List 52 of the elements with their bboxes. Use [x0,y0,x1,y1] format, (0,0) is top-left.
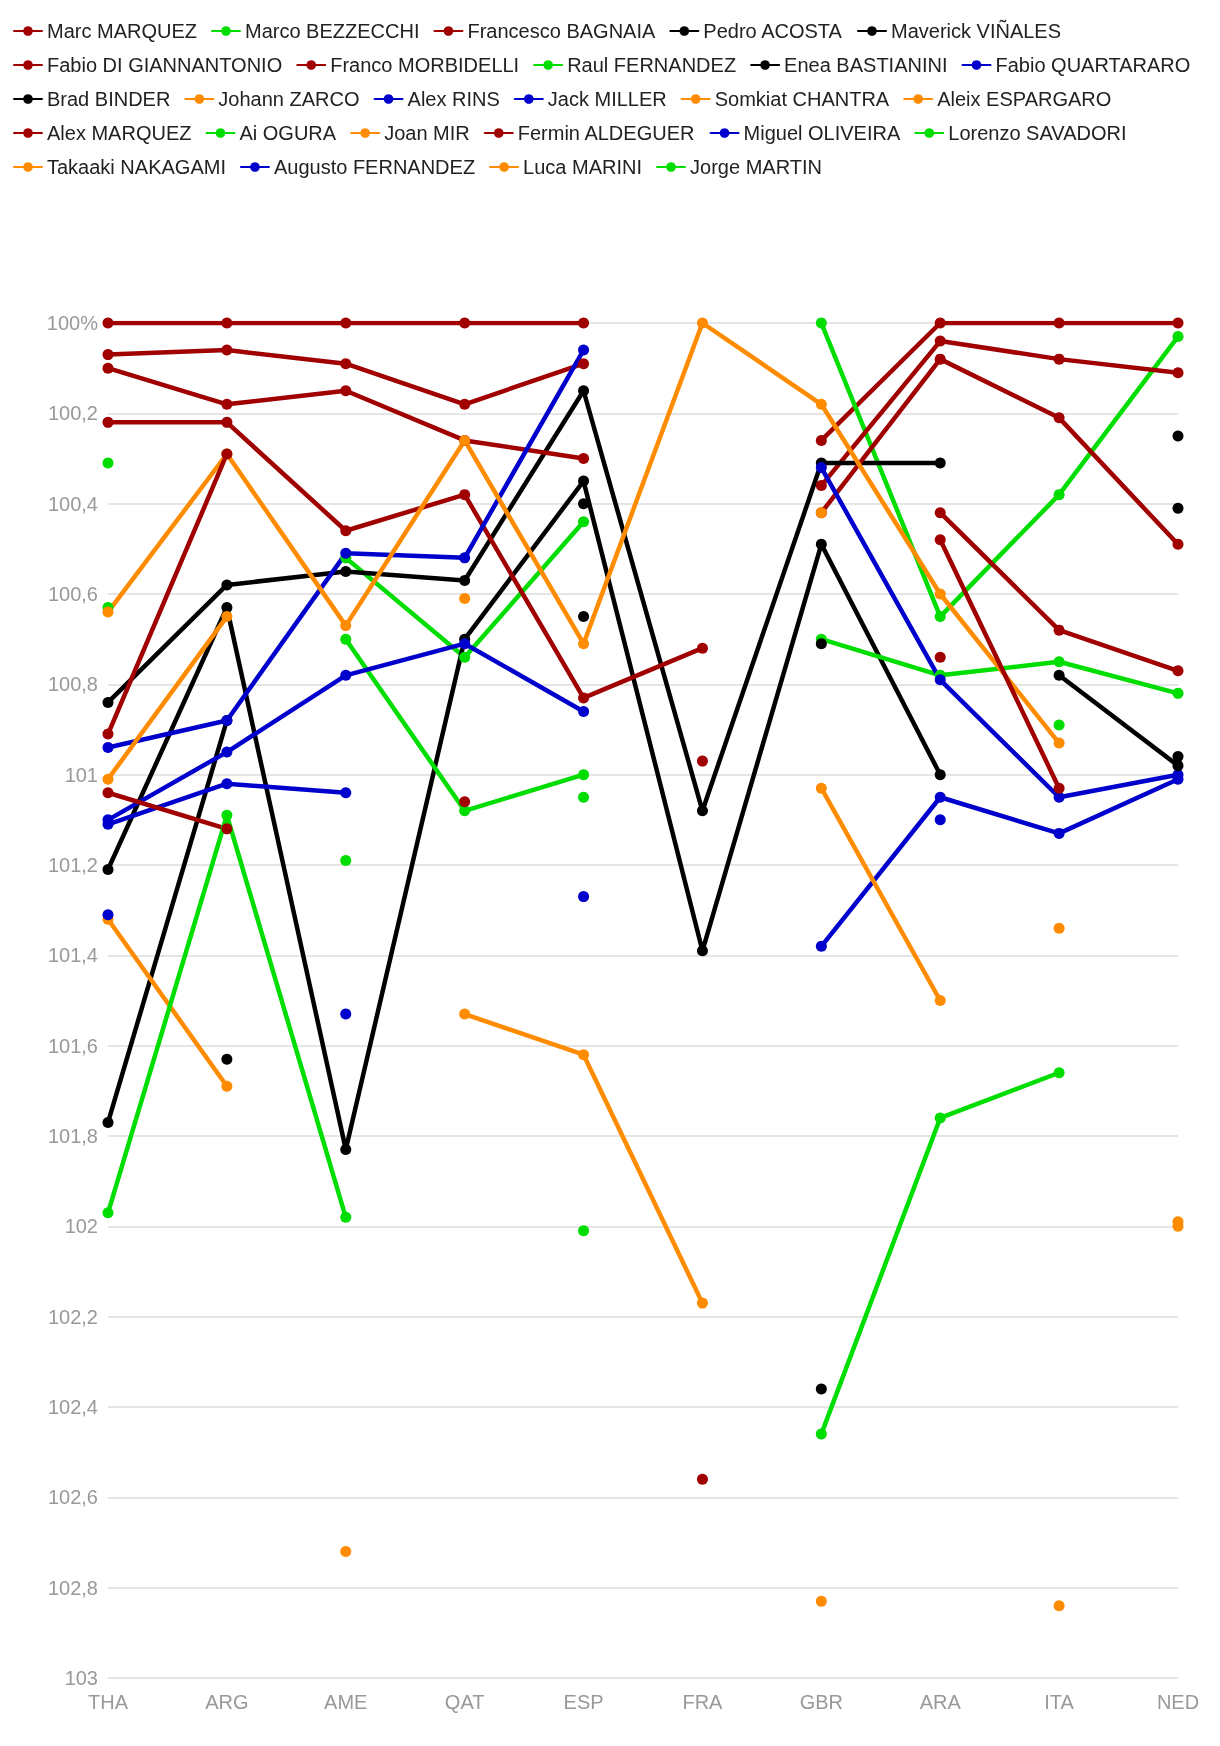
y-tick-label: 101,4 [47,944,98,967]
legend-label: Jorge MARTIN [690,156,822,178]
legend-label: Joan MIR [384,122,470,144]
y-tick-label: 102,2 [47,1305,98,1328]
legend-label: Marc MARQUEZ [47,20,197,42]
legend-label: Alex RINS [407,88,500,110]
y-tick-label: 100,4 [47,492,98,515]
y-tick-label: 102,6 [47,1486,98,1509]
y-tick-label: 102 [64,1215,98,1238]
x-tick-label: ARA [919,1691,962,1713]
y-tick-label: 101,8 [47,1125,98,1147]
legend-label: Alex MARQUEZ [47,122,192,144]
legend-label: Ai OGURA [239,122,337,144]
legend-label: Brad BINDER [47,88,171,110]
legend-label: Fabio QUARTARARO [995,54,1191,76]
legend-label: Marco BEZZECCHI [245,20,420,42]
legend-label: Aleix ESPARGARO [937,88,1112,110]
legend-label: Raul FERNANDEZ [567,54,737,76]
y-tick-label: 103 [64,1667,98,1689]
legend-label: Pedro ACOSTA [703,20,843,42]
x-tick-label: AME [324,1691,368,1713]
y-tick-label: 102,4 [47,1396,98,1418]
legend-label: Francesco BAGNAIA [467,20,656,42]
legend-label: Fabio DI GIANNANTONIO [47,54,283,76]
y-tick-label: 100,8 [47,673,98,696]
y-tick-label: 100,6 [47,583,98,605]
legend-label: Somkiat CHANTRA [714,88,890,110]
legend-label: Lorenzo SAVADORI [948,122,1127,144]
y-tick-label: 100,2 [47,402,98,425]
legend-label: Jack MILLER [547,88,667,110]
y-tick-label: 100% [46,312,99,334]
x-tick-label: FRA [682,1691,724,1713]
legend-label: Franco MORBIDELLI [330,54,520,76]
x-tick-label: THA [88,1691,129,1713]
x-tick-label: NED [1156,1691,1200,1713]
x-tick-label: GBR [799,1691,844,1713]
x-tick-label: ITA [1044,1691,1075,1713]
x-tick-label: ARG [205,1691,249,1713]
legend-label: Fermin ALDEGUER [517,122,695,144]
y-tick-label: 102,8 [47,1576,98,1599]
y-tick-label: 101,2 [47,854,98,876]
legend-label: Maverick VIÑALES [890,19,1062,42]
legend-label: Enea BASTIANINI [784,54,948,76]
legend-label: Augusto FERNANDEZ [273,156,476,178]
x-tick-label: ESP [563,1691,604,1713]
legend-label: Johann ZARCO [218,88,360,110]
legend-label: Luca MARINI [523,156,643,178]
y-tick-label: 101,6 [47,1034,98,1057]
legend-label: Miguel OLIVEIRA [743,122,901,144]
x-tick-label: QAT [444,1691,485,1713]
y-tick-label: 101 [64,763,98,786]
legend-label: Takaaki NAKAGAMI [47,156,226,178]
